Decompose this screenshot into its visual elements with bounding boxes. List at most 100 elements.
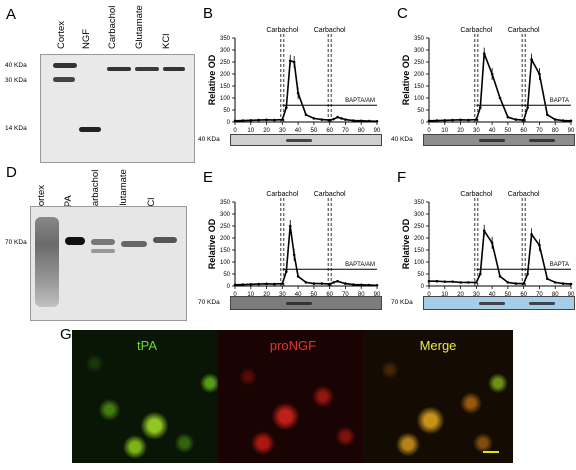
x-tick-label: 20: [457, 128, 464, 134]
x-tick-label: 20: [263, 128, 270, 134]
x-tick-label: 10: [247, 292, 254, 298]
x-tick-label: 10: [247, 128, 254, 134]
x-tick-label: 30: [473, 292, 480, 298]
data-point: [498, 96, 502, 100]
micrograph-prongf: proNGF: [218, 330, 368, 463]
data-point: [257, 118, 260, 122]
y-tick-label: 0: [421, 120, 425, 126]
x-tick-label: 50: [505, 128, 512, 134]
x-tick-label: 30: [473, 128, 480, 134]
data-point: [312, 282, 316, 285]
x-tick-label: 50: [505, 292, 512, 298]
y-tick-label: 350: [220, 36, 231, 42]
x-tick-label: 80: [552, 128, 559, 134]
data-point: [367, 119, 371, 123]
data-point: [475, 281, 478, 284]
data-point: [506, 115, 510, 119]
blot-mw-label: 40 KDa: [391, 136, 413, 143]
data-point: [427, 279, 431, 283]
blot-band: [53, 63, 77, 68]
line-chart-e: E 0 10 20 30 40 50 60 70 80 90 0 50 100 150 200 250 300 35…: [203, 169, 381, 307]
data-point: [459, 281, 462, 284]
mw-marker: 40 KDa: [5, 62, 27, 69]
micrograph-merge: Merge: [363, 330, 513, 463]
x-tick-label: 10: [441, 128, 448, 134]
data-point: [526, 272, 529, 276]
western-blot-d: [30, 206, 187, 321]
data-point: [553, 118, 557, 121]
stimulus-label: Carbachol: [460, 27, 492, 34]
panel-letter-e: E: [203, 169, 213, 186]
blot-band: [529, 139, 556, 142]
data-point: [467, 281, 470, 284]
x-tick-label: 40: [489, 128, 496, 134]
data-point: [328, 118, 331, 122]
data-series-line: [234, 59, 378, 123]
data-point: [249, 119, 253, 122]
x-tick-label: 30: [279, 292, 286, 298]
x-tick-label: 20: [263, 292, 270, 298]
x-tick-label: 40: [489, 292, 496, 298]
x-tick-label: 0: [233, 292, 237, 298]
treatment-label: BAPTA: [550, 262, 569, 268]
data-point: [478, 106, 482, 109]
data-point: [435, 119, 439, 122]
y-tick-label: 350: [414, 200, 425, 206]
y-tick-label: 250: [220, 224, 231, 230]
panel-letter-d: D: [6, 164, 17, 181]
data-point: [241, 283, 245, 286]
y-tick-label: 150: [220, 248, 231, 254]
x-tick-label: 50: [311, 128, 318, 134]
lane-label: Cortex: [56, 21, 67, 49]
y-tick-label: 100: [220, 260, 231, 266]
data-point: [506, 281, 510, 284]
data-series-line: [234, 225, 378, 287]
x-tick-label: 70: [536, 128, 543, 134]
micrograph-label: tPA: [137, 338, 157, 353]
data-point: [233, 283, 237, 287]
mw-marker: 70 KDa: [5, 239, 27, 246]
y-tick-label: 0: [227, 120, 231, 126]
blot-band: [107, 67, 131, 71]
data-point: [281, 282, 284, 285]
x-tick-label: 40: [295, 292, 302, 298]
blot-strip: [230, 296, 382, 310]
data-point: [367, 283, 371, 287]
data-point: [249, 283, 253, 286]
blot-band: [79, 127, 101, 132]
lane-label: NGF: [81, 28, 92, 49]
treatment-label: BAPTA/AM: [345, 98, 375, 104]
y-tick-label: 0: [421, 284, 425, 290]
treatment-label: BAPTA: [550, 98, 569, 104]
y-tick-label: 100: [220, 96, 231, 102]
y-tick-label: 50: [417, 108, 424, 114]
blot-band: [91, 249, 115, 253]
data-point: [526, 106, 529, 109]
data-point: [265, 118, 268, 122]
data-point: [359, 119, 363, 123]
data-point: [375, 283, 379, 287]
data-point: [451, 280, 454, 283]
x-tick-label: 90: [568, 128, 575, 134]
y-tick-label: 50: [223, 272, 230, 278]
data-point: [467, 118, 470, 122]
blot-mw-label: 40 KDa: [198, 136, 220, 143]
blot-band: [53, 77, 75, 82]
y-axis-label: Relative OD: [207, 218, 217, 269]
mw-marker: 30 KDa: [5, 77, 27, 84]
data-point: [273, 118, 276, 122]
data-point: [498, 275, 502, 278]
data-point: [375, 119, 379, 123]
data-point: [273, 282, 276, 286]
data-point: [328, 282, 331, 286]
data-point: [569, 282, 573, 286]
x-tick-label: 40: [295, 128, 302, 134]
data-point: [435, 279, 439, 283]
blot-band: [529, 302, 556, 305]
micrograph-label: proNGF: [269, 338, 317, 353]
data-point: [443, 119, 447, 122]
data-point: [312, 117, 316, 120]
blot-band: [65, 237, 85, 245]
data-point: [233, 119, 237, 123]
y-tick-label: 300: [220, 212, 231, 218]
